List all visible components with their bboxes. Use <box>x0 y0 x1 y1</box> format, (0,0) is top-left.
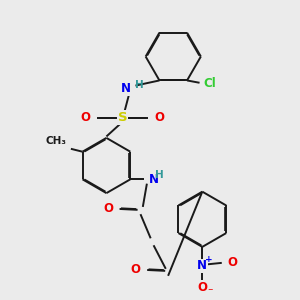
Text: +: + <box>205 255 212 264</box>
Text: N: N <box>149 173 159 186</box>
Text: N: N <box>121 82 131 95</box>
Text: H: H <box>155 170 164 180</box>
Text: CH₃: CH₃ <box>46 136 67 146</box>
Text: Cl: Cl <box>203 77 216 90</box>
Text: O: O <box>130 263 140 276</box>
Text: O: O <box>154 111 164 124</box>
Text: N: N <box>197 259 207 272</box>
Text: S: S <box>118 111 127 124</box>
Text: O: O <box>227 256 237 269</box>
Text: ⁻: ⁻ <box>208 287 213 297</box>
Text: O: O <box>80 111 90 124</box>
Text: O: O <box>197 281 207 294</box>
Text: H: H <box>135 80 144 90</box>
Text: O: O <box>103 202 113 215</box>
